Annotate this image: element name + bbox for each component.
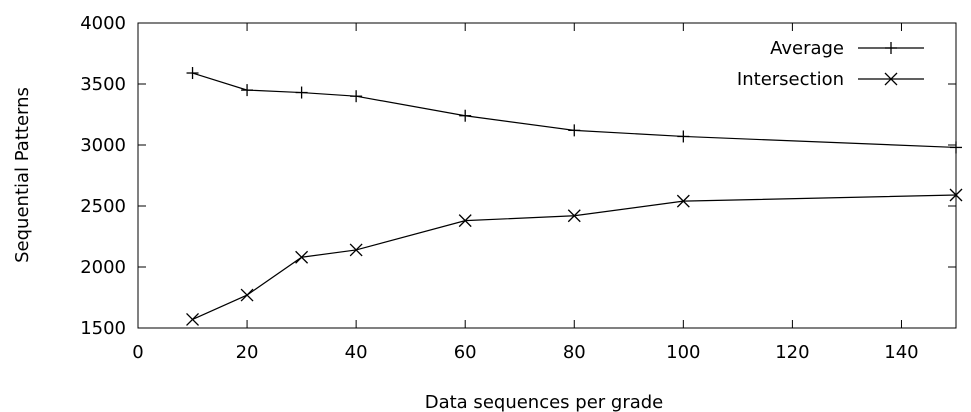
plot-frame — [137, 22, 957, 329]
data-point-average — [241, 84, 254, 97]
x-tick-label: 80 — [563, 342, 586, 363]
legend-marker-intersection — [884, 72, 898, 86]
x-axis-label: Data sequences per grade — [425, 392, 664, 412]
y-tick-label: 1500 — [80, 318, 126, 339]
data-point-average — [950, 141, 962, 154]
data-point-average — [186, 67, 199, 80]
ticks: 0 20 40 60 80 100 120 140 1500 2000 2500 3000 3500 40… — [80, 13, 956, 363]
x-tick-label: 120 — [775, 342, 809, 363]
data-point-average — [677, 130, 690, 143]
legend: Average Intersection — [737, 38, 924, 90]
series-line-intersection — [192, 194, 957, 321]
y-tick-label: 4000 — [80, 13, 126, 34]
legend-label-average: Average — [770, 38, 844, 59]
x-tick-label: 60 — [454, 342, 477, 363]
data-point-intersection — [349, 243, 363, 257]
y-tick-label: 3000 — [80, 135, 126, 156]
y-tick-label: 2500 — [80, 196, 126, 217]
data-point-average — [295, 86, 308, 99]
data-point-intersection — [186, 313, 199, 326]
cross-marker-b — [186, 313, 199, 326]
axes — [137, 22, 957, 329]
x-tick-label: 0 — [132, 342, 143, 363]
x-tick-label: 100 — [666, 342, 700, 363]
cross-marker-b — [949, 188, 963, 202]
data-point-intersection — [240, 288, 254, 302]
data-point-average — [568, 124, 581, 137]
data-point-intersection — [458, 214, 472, 228]
x-tick-label: 40 — [345, 342, 368, 363]
x-tick-label: 140 — [884, 342, 918, 363]
data-point-intersection — [676, 194, 690, 208]
cross-marker-b — [240, 288, 254, 302]
cross-marker-b — [884, 72, 898, 86]
data-point-average — [350, 90, 363, 103]
cross-marker-b — [676, 194, 690, 208]
data-point-intersection — [949, 188, 963, 202]
series — [186, 67, 963, 326]
y-tick-label: 2000 — [80, 257, 126, 278]
cross-marker-b — [349, 243, 363, 257]
cross-marker-b — [567, 209, 581, 223]
cross-marker-b — [458, 214, 472, 228]
data-point-intersection — [295, 250, 309, 264]
legend-label-intersection: Intersection — [737, 69, 844, 90]
x-tick-label: 20 — [236, 342, 259, 363]
data-point-average — [459, 109, 472, 122]
data-point-intersection — [567, 209, 581, 223]
cross-marker-b — [295, 250, 309, 264]
y-tick-label: 3500 — [80, 74, 126, 95]
y-axis-label: Sequential Patterns — [12, 87, 33, 263]
series-line-average — [192, 72, 957, 149]
legend-marker-average — [885, 42, 897, 54]
